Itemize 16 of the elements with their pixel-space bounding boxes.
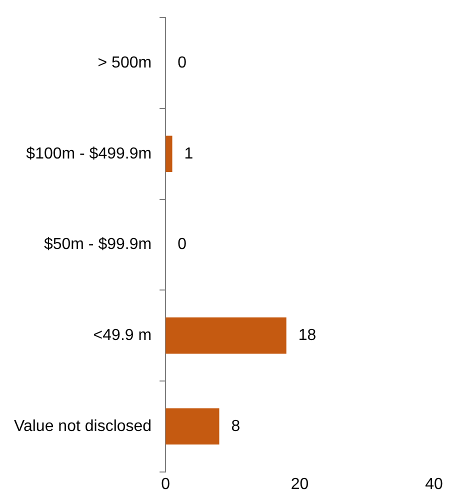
data-label: 1 xyxy=(184,145,194,162)
data-label: 8 xyxy=(231,418,240,435)
x-tick-label: 0 xyxy=(161,476,170,493)
y-tick-label: <49.9 m xyxy=(93,326,152,344)
x-tick-label: 40 xyxy=(425,476,443,493)
data-label: 0 xyxy=(178,54,187,72)
bar xyxy=(166,408,220,445)
bar xyxy=(166,136,172,172)
data-label: 0 xyxy=(178,236,187,254)
bar xyxy=(166,317,286,354)
y-tick-label: > 500m xyxy=(98,54,152,72)
y-tick-label: $100m - $499.9m xyxy=(26,145,152,162)
x-tick-label: 20 xyxy=(290,476,309,493)
y-tick-label: $50m - $99.9m xyxy=(44,236,152,254)
data-label: 18 xyxy=(298,326,316,344)
y-tick-label: Value not disclosed xyxy=(14,418,152,435)
